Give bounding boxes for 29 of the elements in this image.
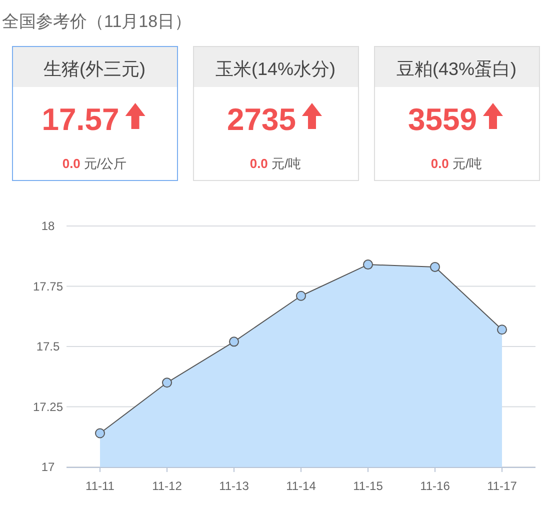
point <box>162 378 172 388</box>
x-tick-label: 11-14 <box>286 479 316 493</box>
x-tick-label: 11-13 <box>219 479 250 493</box>
category-label: 豆粕(43%蛋白) <box>396 59 517 79</box>
x-tick-label: 11-17 <box>487 479 518 493</box>
y-tick-label: 17 <box>41 460 55 474</box>
point <box>497 324 507 335</box>
text: 0.0 元/公斤 <box>62 156 127 171</box>
point <box>363 260 373 270</box>
category-label: 玉米(14%水分) <box>215 59 336 79</box>
point <box>296 290 306 301</box>
point <box>229 336 239 347</box>
y-tick-label: 18 <box>41 219 55 233</box>
y-tick-label: 17.25 <box>32 400 64 414</box>
x-tick-label: 11-15 <box>353 479 384 493</box>
point <box>95 428 105 438</box>
data-label: 2735 <box>227 102 296 137</box>
text: 0.0 元/吨 <box>250 156 302 171</box>
y-tick-label: 17.75 <box>32 279 64 294</box>
x-tick-label: 11-16 <box>420 479 450 493</box>
data-label: 17.57 <box>42 102 120 137</box>
x-tick-label: 11-12 <box>152 479 182 493</box>
text: 0.0 元/吨 <box>430 156 482 171</box>
data-label: 3559 <box>408 102 477 137</box>
x-tick-label: 11-11 <box>86 479 115 493</box>
y-tick-label: 17.5 <box>36 340 60 354</box>
point <box>430 262 440 272</box>
category-label: 生猪(外三元) <box>44 59 146 79</box>
text: 全国参考价（11月18日） <box>2 12 192 31</box>
